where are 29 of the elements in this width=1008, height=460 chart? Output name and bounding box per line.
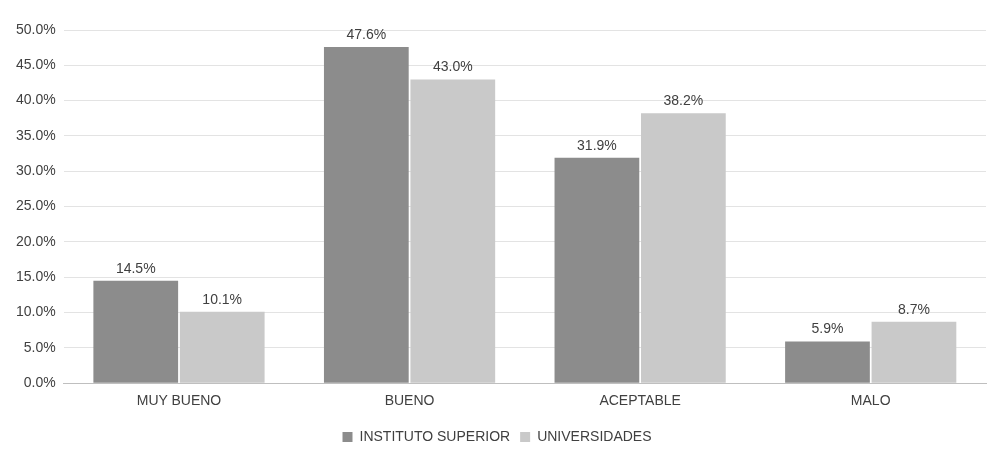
y-tick-label: 20.0%: [15, 232, 56, 249]
legend-label: UNIVERSIDADES: [537, 427, 652, 444]
bar: [93, 280, 179, 383]
data-label: 14.5%: [115, 259, 156, 276]
y-tick-label: 10.0%: [15, 303, 56, 320]
data-label: 47.6%: [346, 25, 387, 42]
bar: [323, 46, 409, 383]
y-tick-label: 35.0%: [15, 126, 56, 143]
y-tick-label: 0.0%: [23, 374, 56, 391]
y-tick-label: 40.0%: [15, 91, 56, 108]
y-tick-label: 45.0%: [15, 56, 56, 73]
data-label: 10.1%: [202, 290, 243, 307]
y-tick-label: 30.0%: [15, 162, 56, 179]
x-tick-label: BUENO: [384, 392, 435, 409]
x-tick-label: MUY BUENO: [136, 392, 222, 409]
y-tick-label: 25.0%: [15, 197, 56, 214]
y-tick-label: 50.0%: [15, 20, 56, 37]
data-label: 38.2%: [663, 92, 704, 109]
data-label: 8.7%: [897, 300, 930, 317]
x-tick-label: MALO: [850, 392, 891, 409]
x-tick-label: ACEPTABLE: [599, 392, 681, 409]
data-label: 31.9%: [577, 136, 617, 153]
y-tick-label: 15.0%: [15, 268, 56, 285]
legend-label: INSTITUTO SUPERIOR: [359, 427, 511, 444]
data-label: 5.9%: [811, 320, 844, 337]
y-tick-label: 5.0%: [23, 338, 56, 355]
bar: [554, 157, 640, 383]
data-label: 43.0%: [432, 58, 473, 75]
bar: [785, 341, 870, 383]
